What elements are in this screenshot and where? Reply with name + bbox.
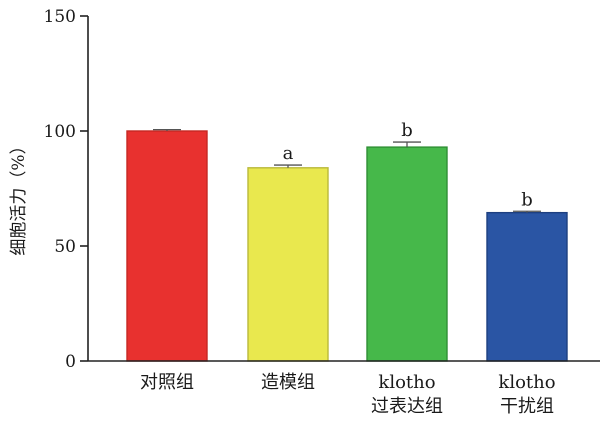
- x-category-label-0: 对照组: [140, 372, 194, 393]
- error-bar-1: [274, 164, 302, 168]
- annotations-group: a b b: [283, 120, 533, 210]
- x-labels-group: 对照组 造模组 klotho 过表达组 klotho 干扰组: [140, 372, 556, 417]
- y-ticks-group: 0 50 100 150: [44, 7, 88, 372]
- y-tick-label-3: 150: [44, 7, 76, 27]
- error-bar-2: [393, 141, 421, 148]
- x-category-label-line: klotho: [378, 372, 435, 393]
- error-bars-group: [153, 128, 541, 213]
- x-category-label-line: 对照组: [140, 372, 194, 393]
- y-tick-label-0: 0: [65, 352, 76, 372]
- x-category-label-line: 造模组: [261, 372, 315, 393]
- x-category-label-3: klotho 干扰组: [498, 372, 555, 417]
- y-axis-title: 细胞活力（%）: [9, 137, 29, 255]
- annotation-label-3: b: [521, 189, 533, 210]
- bars-group: [126, 130, 568, 362]
- annotation-label-1: a: [283, 143, 294, 164]
- bar-1: [247, 167, 329, 362]
- annotation-label-2: b: [401, 120, 413, 141]
- x-category-label-line: klotho: [498, 372, 555, 393]
- axes-group: [87, 16, 600, 362]
- x-category-label-line: 过表达组: [371, 396, 443, 417]
- x-category-label-1: 造模组: [261, 372, 315, 393]
- y-axis-title-group: 细胞活力（%）: [9, 137, 29, 255]
- x-category-label-line: 干扰组: [500, 396, 554, 417]
- y-tick-label-2: 100: [44, 122, 76, 142]
- bar-2: [366, 146, 448, 362]
- y-tick-label-1: 50: [54, 237, 76, 257]
- bar-0: [126, 130, 208, 362]
- error-bar-0: [153, 128, 181, 131]
- error-bar-3: [513, 210, 541, 213]
- bar-3: [486, 211, 568, 362]
- x-category-label-2: klotho 过表达组: [371, 372, 443, 417]
